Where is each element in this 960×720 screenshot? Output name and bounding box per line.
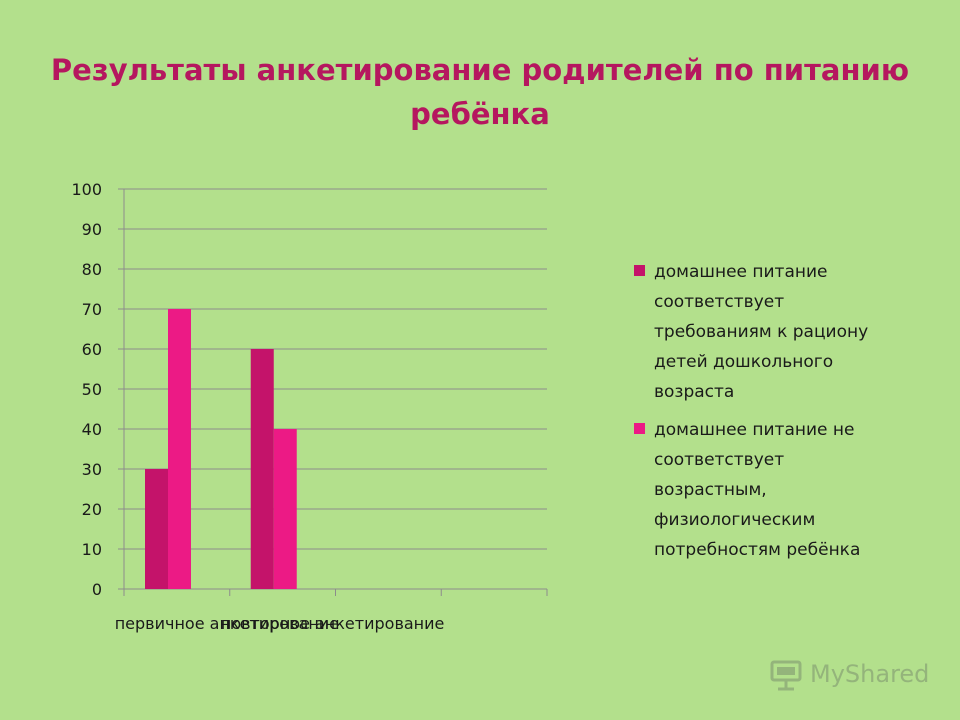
chart-title: Результаты анкетирование родителей по пи… — [40, 48, 920, 136]
watermark-logo: MyShared — [768, 656, 929, 692]
legend-label-2-line-3: возрастным, — [654, 480, 767, 500]
legend-label-2-line-4: физиологическим — [654, 510, 816, 530]
y-tick-label: 40 — [82, 420, 102, 439]
y-tick-label: 20 — [82, 500, 102, 519]
x-category-label: повторное анкетирование — [221, 614, 445, 633]
chart-title-line-1: Результаты анкетирование родителей по пи… — [50, 53, 910, 87]
y-tick-label: 70 — [82, 300, 102, 319]
legend-item-1: домашнее питание соответствует требовани… — [634, 257, 934, 407]
x-category-label: первичное анкетирование — [115, 614, 339, 633]
y-tick-label: 60 — [82, 340, 102, 359]
bar-1-2 — [250, 349, 274, 589]
bar-2-1 — [168, 309, 191, 589]
legend-label-2-line-5: потребностям ребёнка — [654, 540, 861, 560]
legend-label-1-line-1: домашнее питание — [654, 262, 828, 282]
y-tick-label: 50 — [82, 380, 102, 399]
y-tick-label: 90 — [82, 220, 102, 239]
legend-label-1-line-5: возраста — [654, 382, 735, 402]
chart-legend: домашнее питание соответствует требовани… — [634, 257, 934, 573]
y-tick-label: 0 — [92, 580, 102, 599]
bar-2-2 — [273, 429, 297, 589]
legend-label-2-line-2: соответствует — [654, 450, 785, 470]
presentation-board-icon — [770, 660, 802, 691]
legend-swatch-1 — [634, 265, 645, 276]
y-tick-label: 30 — [82, 460, 102, 479]
legend-label-1-line-4: детей дошкольного — [654, 352, 834, 372]
bar-1-1 — [145, 469, 168, 589]
chart-title-line-2: ребёнка — [410, 97, 550, 131]
legend-label-1-line-3: требованиям к рациону — [654, 322, 869, 342]
y-tick-label: 100 — [71, 180, 102, 199]
legend-label-1-line-2: соответствует — [654, 292, 785, 312]
y-tick-label: 80 — [82, 260, 102, 279]
legend-label-2-line-1: домашнее питание не — [654, 420, 855, 440]
legend-item-2: домашнее питание не соответствует возрас… — [634, 415, 934, 565]
legend-swatch-2 — [634, 423, 645, 434]
watermark-text: MyShared — [810, 660, 930, 688]
y-tick-label: 10 — [82, 540, 102, 559]
